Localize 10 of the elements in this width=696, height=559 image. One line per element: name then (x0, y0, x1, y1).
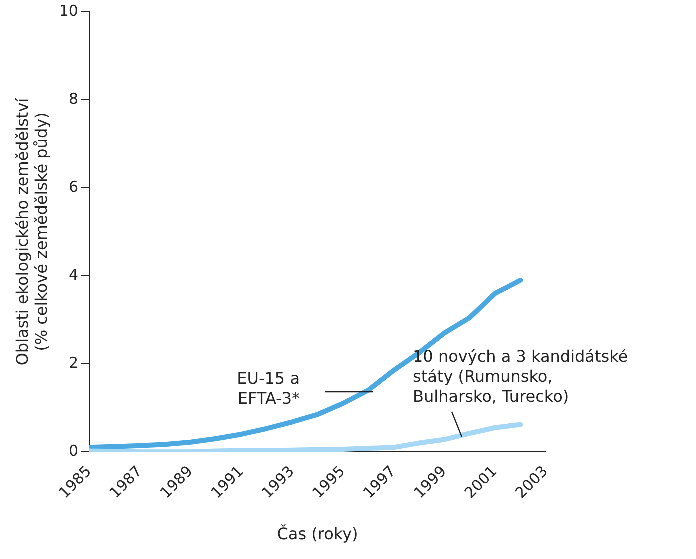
y-tick-label: 6 (68, 178, 78, 196)
y-tick-label: 10 (59, 2, 78, 20)
y-tick-label: 4 (68, 266, 78, 284)
x-axis-title: Čas (roky) (277, 524, 358, 544)
y-tick-label: 0 (68, 442, 78, 460)
y-axis-title: Oblasti ekologického zemědělství (% celkové zemědělské půdy) (12, 98, 51, 366)
y-tick-label: 8 (68, 90, 78, 108)
y-tick-label: 2 (68, 354, 78, 372)
series-label: EU-15 a EFTA-3* (237, 369, 300, 408)
text: 10 nových a 3 kandidátské státy (Rumunsko, Bulharsko, Turecko) (413, 347, 628, 406)
